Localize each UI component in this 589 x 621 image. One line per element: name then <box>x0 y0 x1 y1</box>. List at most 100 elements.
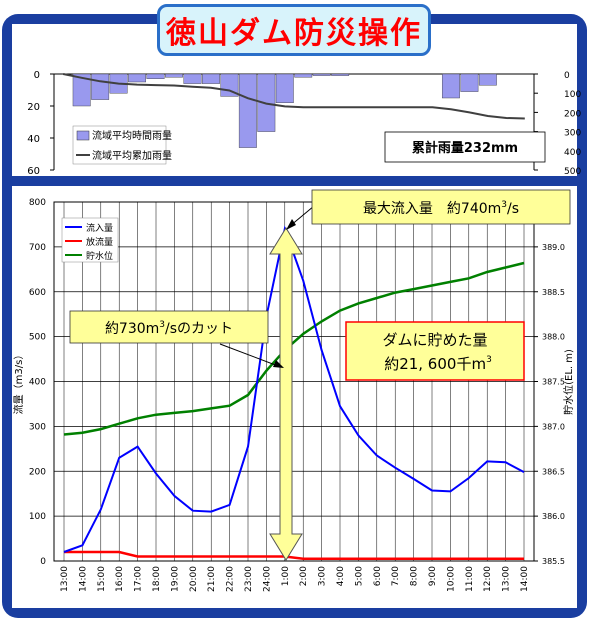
y2-tick-label: 386.0 <box>542 512 565 521</box>
cut-callout-sup: 3 <box>159 320 165 330</box>
x-tick-label: 5:00 <box>354 566 364 586</box>
x-tick-label: 18:00 <box>152 566 162 592</box>
y2-axis-label: 貯水位(EL. m) <box>562 349 575 415</box>
y-tick-label: 0 <box>40 557 46 567</box>
rain-bar <box>183 73 202 84</box>
rain-right-tick-label: 300 <box>564 129 581 139</box>
cut-callout-arrowhead <box>273 360 284 368</box>
y-tick-label: 300 <box>29 422 46 432</box>
x-tick-label: 13:00 <box>502 566 512 592</box>
y2-tick-label: 388.0 <box>542 333 565 342</box>
y-tick-label: 600 <box>29 288 46 298</box>
y2-tick-label: 387.0 <box>542 422 565 431</box>
stored-callout-line1: ダムに貯めた量 <box>382 331 487 349</box>
y-axis-label: 流量（m3/s） <box>12 350 25 415</box>
x-tick-label: 12:00 <box>483 566 493 592</box>
rain-right-tick-label: 0 <box>564 71 570 81</box>
x-tick-label: 3:00 <box>318 566 328 586</box>
peak-callout-text-a: 最大流入量 約740m <box>363 201 501 217</box>
stored-callout-sup: 3 <box>486 355 492 365</box>
stored-callout-line2: 約21, 600千m3 <box>384 355 492 373</box>
cut-arrow-shape <box>269 227 303 561</box>
peak-callout-arrowhead <box>286 219 296 230</box>
rain-bar <box>146 73 165 79</box>
rain-bar <box>331 73 350 76</box>
y2-tick-label: 385.5 <box>542 557 565 566</box>
y2-tick-label: 386.5 <box>542 467 565 476</box>
rain-right-tick-label: 100 <box>564 90 581 100</box>
cut-callout: 約730m3/sのカット <box>69 310 284 368</box>
x-tick-label: 22:00 <box>226 566 236 592</box>
rain-bar <box>275 73 294 103</box>
x-tick-label: 7:00 <box>391 566 401 586</box>
y2-tick-label: 388.5 <box>542 288 565 297</box>
x-tick-label: 8:00 <box>410 566 420 586</box>
cumulative-rain-annotation: 累計雨量232mm <box>384 131 546 163</box>
y2-tick-label: 389.0 <box>542 243 565 252</box>
rain-legend-bar-swatch <box>76 130 90 141</box>
y-tick-label: 500 <box>29 333 46 343</box>
y-tick-label: 100 <box>29 512 46 522</box>
cut-callout-box <box>69 310 269 344</box>
x-tick-label: 14:00 <box>520 566 530 592</box>
rain-left-tick-label: 20 <box>27 102 40 113</box>
x-tick-label: 9:00 <box>428 566 438 586</box>
x-tick-label: 14:00 <box>78 566 88 592</box>
legend-level-label: 貯水位 <box>86 250 113 262</box>
rain-legend: 流域平均時間雨量 流域平均累加雨量 <box>72 125 172 165</box>
x-tick-label: 24:00 <box>262 566 272 592</box>
cut-double-arrow <box>269 227 303 561</box>
peak-callout-text-b: /s <box>507 201 519 217</box>
inflow-line <box>63 225 525 553</box>
cut-callout-text-a: 約730m <box>105 321 159 337</box>
water-level-line <box>63 261 525 436</box>
rain-bar <box>165 73 183 78</box>
x-tick-label: 6:00 <box>373 566 383 586</box>
outflow-line <box>64 550 524 561</box>
peak-callout-sup: 3 <box>501 200 507 210</box>
x-tick-label: 21:00 <box>207 566 217 592</box>
x-tick-label: 2:00 <box>299 566 309 586</box>
rain-bar <box>460 73 479 92</box>
peak-callout-text: 最大流入量 約740m3/s <box>363 200 519 217</box>
x-tick-label: 17:00 <box>134 566 144 592</box>
title-banner: 徳山ダム防災操作 <box>157 4 431 56</box>
legend-outflow-label: 放流量 <box>86 236 113 248</box>
rain-bar <box>91 73 110 100</box>
y-tick-label: 700 <box>29 243 46 253</box>
x-tick-label: 20:00 <box>189 566 199 592</box>
page-title: 徳山ダム防災操作 <box>166 16 422 51</box>
flow-legend: 流入量 放流量 貯水位 <box>61 217 119 263</box>
stored-callout-line2-text: 約21, 600千m <box>384 355 486 373</box>
x-tick-label: 10:00 <box>446 566 456 592</box>
cumulative-rain-line <box>62 73 525 120</box>
rain-right-tick-label: 200 <box>564 109 581 119</box>
rain-bar <box>72 73 91 107</box>
rain-bar <box>441 73 460 99</box>
rain-right-tick-label: 500 <box>564 167 581 177</box>
x-tick-label: 11:00 <box>465 566 475 592</box>
cut-callout-pointer <box>219 343 279 367</box>
y-tick-label: 400 <box>29 378 46 388</box>
rain-bar <box>201 73 220 84</box>
rain-left-tick-label: 60 <box>27 166 40 177</box>
x-tick-label: 4:00 <box>336 566 346 586</box>
y-tick-label: 800 <box>29 198 46 208</box>
rain-right-tick-label: 400 <box>564 148 581 158</box>
rain-legend-line-label: 流域平均累加雨量 <box>92 149 172 162</box>
x-tick-label: 23:00 <box>244 566 254 592</box>
cumulative-rain-box <box>384 131 546 163</box>
rain-bar <box>478 73 497 86</box>
x-tick-label: 19:00 <box>170 566 180 592</box>
cumulative-rain-text: 累計雨量232mm <box>412 140 518 156</box>
rainfall-chart: 0 20 40 60 0 100 200 300 400 500 流域平均時間雨量 流域平均累加… <box>27 70 581 177</box>
cut-callout-text-b: /sのカット <box>165 321 233 337</box>
x-tick-label: 16:00 <box>115 566 125 592</box>
rain-bar <box>238 73 257 148</box>
rain-bar <box>128 73 147 83</box>
x-tick-label: 1:00 <box>281 566 291 586</box>
rain-left-tick-label: 0 <box>34 70 40 81</box>
y2-tick-label: 387.5 <box>542 378 565 387</box>
stored-volume-callout: ダムに貯めた量 約21, 600千m3 <box>345 321 525 381</box>
